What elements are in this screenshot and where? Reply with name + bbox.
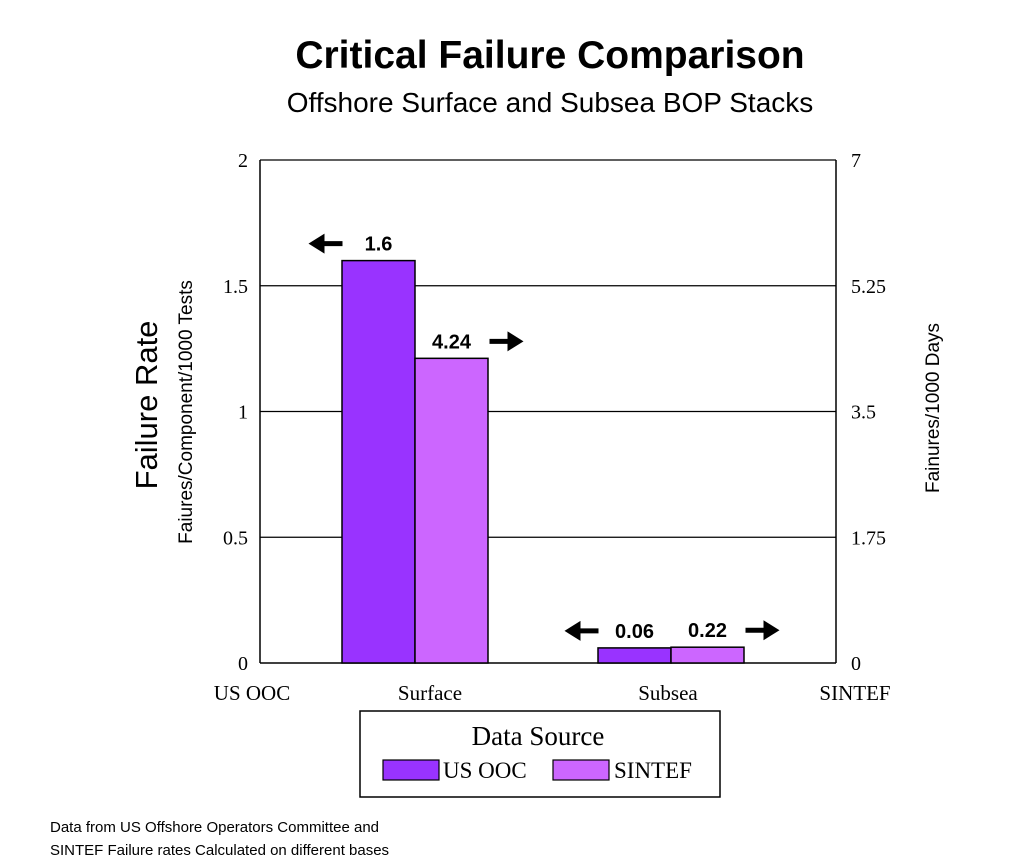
right-tick-label: 7 — [851, 150, 861, 172]
chart-subtitle: Offshore Surface and Subsea BOP Stacks — [287, 87, 814, 118]
x-tick-label: Subsea — [638, 681, 698, 705]
bar-us-ooc-surface — [341, 259, 416, 664]
left-tick-label: 0 — [238, 653, 248, 675]
right-axis-ticks: 0 1.75 3.5 5.25 7 — [851, 150, 886, 675]
bar-us-ooc-subsea — [597, 647, 672, 664]
left-arrowhead-icon — [564, 620, 581, 641]
bar-sintef-surface — [414, 357, 489, 664]
left-tick-label: 2 — [238, 150, 248, 172]
data-label: 1.6 — [365, 234, 393, 256]
data-label: 0.22 — [688, 620, 727, 642]
x-axis-ticks: US OOC Surface Subsea SINTEF — [214, 681, 891, 705]
footnote-line-2: SINTEF Failure rates Calculated on diffe… — [50, 842, 389, 859]
footnote-line-1: Data from US Offshore Operators Committe… — [50, 819, 379, 836]
data-label: 0.06 — [615, 621, 654, 643]
data-labels: 1.6 0.06 4.24 0.22 — [308, 233, 780, 643]
x-tick-label: US OOC — [214, 681, 290, 705]
bars — [341, 259, 745, 664]
data-label: 4.24 — [432, 331, 472, 353]
left-tick-label: 1 — [238, 402, 248, 424]
left-arrowhead-icon — [308, 233, 325, 254]
chart-title: Critical Failure Comparison — [295, 34, 804, 77]
y-axis-right-label: Fainures/1000 Days — [923, 323, 944, 493]
right-arrowhead-icon — [507, 331, 524, 352]
legend-label-sintef: SINTEF — [614, 758, 692, 783]
x-tick-label: SINTEF — [819, 681, 890, 705]
legend-title: Data Source — [472, 721, 605, 751]
x-tick-label: Surface — [398, 681, 462, 705]
bar-sintef-subsea — [670, 646, 745, 664]
right-tick-label: 5.25 — [851, 276, 886, 298]
left-axis-ticks: 0 0.5 1 1.5 2 — [223, 150, 248, 675]
legend: Data Source US OOC SINTEF — [359, 710, 721, 798]
y-axis-left-label: Faiures/Component/1000 Tests — [176, 280, 197, 544]
legend-swatch-sintef — [552, 759, 610, 781]
left-tick-label: 0.5 — [223, 527, 248, 549]
right-tick-label: 1.75 — [851, 527, 886, 549]
left-tick-label: 1.5 — [223, 276, 248, 298]
right-arrowhead-icon — [763, 620, 780, 641]
y-axis-main-label: Failure Rate — [129, 321, 164, 490]
legend-swatch-us-ooc — [382, 759, 440, 781]
right-tick-label: 3.5 — [851, 402, 876, 424]
legend-box — [359, 710, 721, 798]
legend-label-us-ooc: US OOC — [443, 758, 527, 783]
right-tick-label: 0 — [851, 653, 861, 675]
